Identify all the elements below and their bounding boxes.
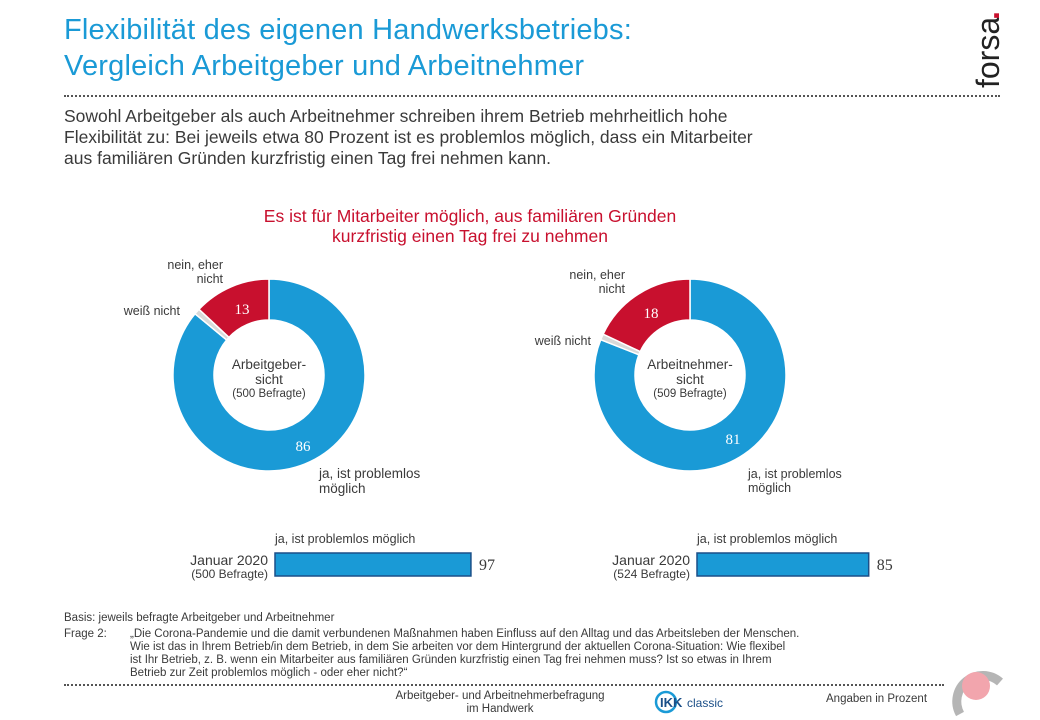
question-line-1: „Die Corona-Pandemie und die damit verbu… [130, 628, 800, 640]
logo-text: forsa [970, 17, 1006, 88]
donut-employer-center-line-2: sicht [255, 372, 283, 387]
logo-dot: . [970, 12, 1006, 20]
donut-employee-center-line-1: Arbeitnehmer- [647, 357, 733, 372]
donut-employer-slice-yes [172, 278, 366, 472]
ikk-logo-ring [654, 690, 678, 714]
donut-employer-slices [172, 278, 366, 472]
bar-employer-jan2020: ja, ist problemlos möglich Januar 2020 (… [190, 532, 495, 581]
donut-employee-value-yes: 81 [726, 432, 741, 448]
survey-line-1: Arbeitgeber- und Arbeitnehmerbefragung [395, 690, 605, 702]
donut-employee-slice-yes [593, 278, 787, 472]
donut-employee-label-yes-1: ja, ist problemlos [747, 467, 842, 481]
bar-employee-value: 85 [877, 557, 893, 574]
bar-employer-series-label: ja, ist problemlos möglich [274, 532, 415, 546]
ikk-classic-logo: IKK classic [654, 690, 723, 714]
bar-employee-category-line-2: (524 Befragte) [613, 567, 690, 581]
corner-decoration [952, 671, 1003, 717]
chart-heading-line-1: Es ist für Mitarbeiter möglich, aus fami… [263, 206, 677, 226]
footer-divider [64, 684, 944, 686]
ikk-logo-brand: IKK [660, 695, 683, 710]
forsa-logo: forsa . [970, 12, 1006, 88]
donut-employer-value-no: 13 [235, 302, 250, 318]
basis-note: Basis: jeweils befragte Arbeitgeber und … [64, 612, 335, 624]
survey-line-2: im Handwerk [466, 703, 534, 715]
donut-employee-center-sub: (509 Befragte) [653, 388, 727, 400]
donut-employer-slice-no [197, 278, 270, 339]
bar-employee-category-line-1: Januar 2020 [612, 552, 690, 568]
chart-heading-line-2: kurzfristig einen Tag frei zu nehmen [332, 226, 608, 246]
chart-heading: Es ist für Mitarbeiter möglich, aus fami… [150, 206, 790, 246]
lead-line-2: Flexibilität zu: Bei jeweils etwa 80 Pro… [64, 127, 753, 147]
lead-line-1: Sowohl Arbeitgeber als auch Arbeitnehmer… [64, 106, 728, 126]
donut-employee-slice-no [602, 278, 691, 353]
question-label: Frage 2: [64, 628, 107, 640]
donut-employee-label-dk: weiß nicht [534, 334, 592, 348]
title-line-2: Vergleich Arbeitgeber und Arbeitnehmer [64, 50, 585, 82]
units-note: Angaben in Prozent [826, 693, 928, 705]
donut-employee-label-yes-2: möglich [748, 481, 791, 495]
bar-employee-bar [696, 552, 870, 577]
donut-employer-label-yes-1: ja, ist problemlos [318, 466, 421, 481]
question-text: „Die Corona-Pandemie und die damit verbu… [130, 628, 930, 680]
bar-employer-category-line-2: (500 Befragte) [191, 567, 268, 581]
bar-employer-category-line-1: Januar 2020 [190, 552, 268, 568]
survey-name: Arbeitgeber- und Arbeitnehmerbefragung i… [380, 690, 620, 716]
donut-employee-label-no-1: nein, eher [569, 268, 625, 282]
donut-employer-label-yes-2: möglich [319, 481, 366, 496]
donut-employer-label-dk: weiß nicht [123, 304, 181, 318]
page-title: Flexibilität des eigenen Handwerksbetrie… [64, 12, 944, 84]
lead-text: Sowohl Arbeitgeber als auch Arbeitnehmer… [64, 106, 944, 169]
donut-employer-label-no-2: nicht [197, 272, 224, 286]
lead-line-3: aus familiären Gründen kurzfristig einen… [64, 148, 552, 168]
donut-employee-center-line-2: sicht [676, 372, 704, 387]
title-line-1: Flexibilität des eigenen Handwerksbetrie… [64, 14, 632, 46]
ikk-logo-suffix: classic [687, 696, 723, 710]
bar-employee-jan2020: ja, ist problemlos möglich Januar 2020 (… [612, 532, 893, 581]
question-line-3: ist Ihr Betrieb, z. B. wenn ein Mitarbei… [130, 654, 772, 666]
header-divider [64, 95, 1000, 97]
bar-employee-series-label: ja, ist problemlos möglich [696, 532, 837, 546]
donut-employee-value-no: 18 [644, 306, 659, 322]
donut-employee-label-no-2: nicht [599, 282, 626, 296]
donut-employer: 13 86 Arbeitgeber- sicht (500 Befragte) … [123, 258, 421, 496]
bar-employer-value: 97 [479, 557, 495, 574]
bar-employer-bar [274, 552, 472, 577]
question-line-4: Betrieb zur Zeit problemlos möglich - od… [130, 667, 408, 679]
question-line-2: Wie ist das in Ihrem Betrieb/in dem Betr… [130, 641, 786, 653]
donut-employee-slices [593, 278, 787, 472]
donut-employee: 18 81 Arbeitnehmer- sicht (509 Befragte)… [534, 268, 842, 495]
corner-dot-pink [962, 672, 990, 700]
donut-employer-center-sub: (500 Befragte) [232, 388, 306, 400]
donut-employer-value-yes: 86 [296, 439, 312, 455]
donut-employer-center-line-1: Arbeitgeber- [232, 357, 306, 372]
donut-employer-label-no-1: nein, eher [167, 258, 223, 272]
